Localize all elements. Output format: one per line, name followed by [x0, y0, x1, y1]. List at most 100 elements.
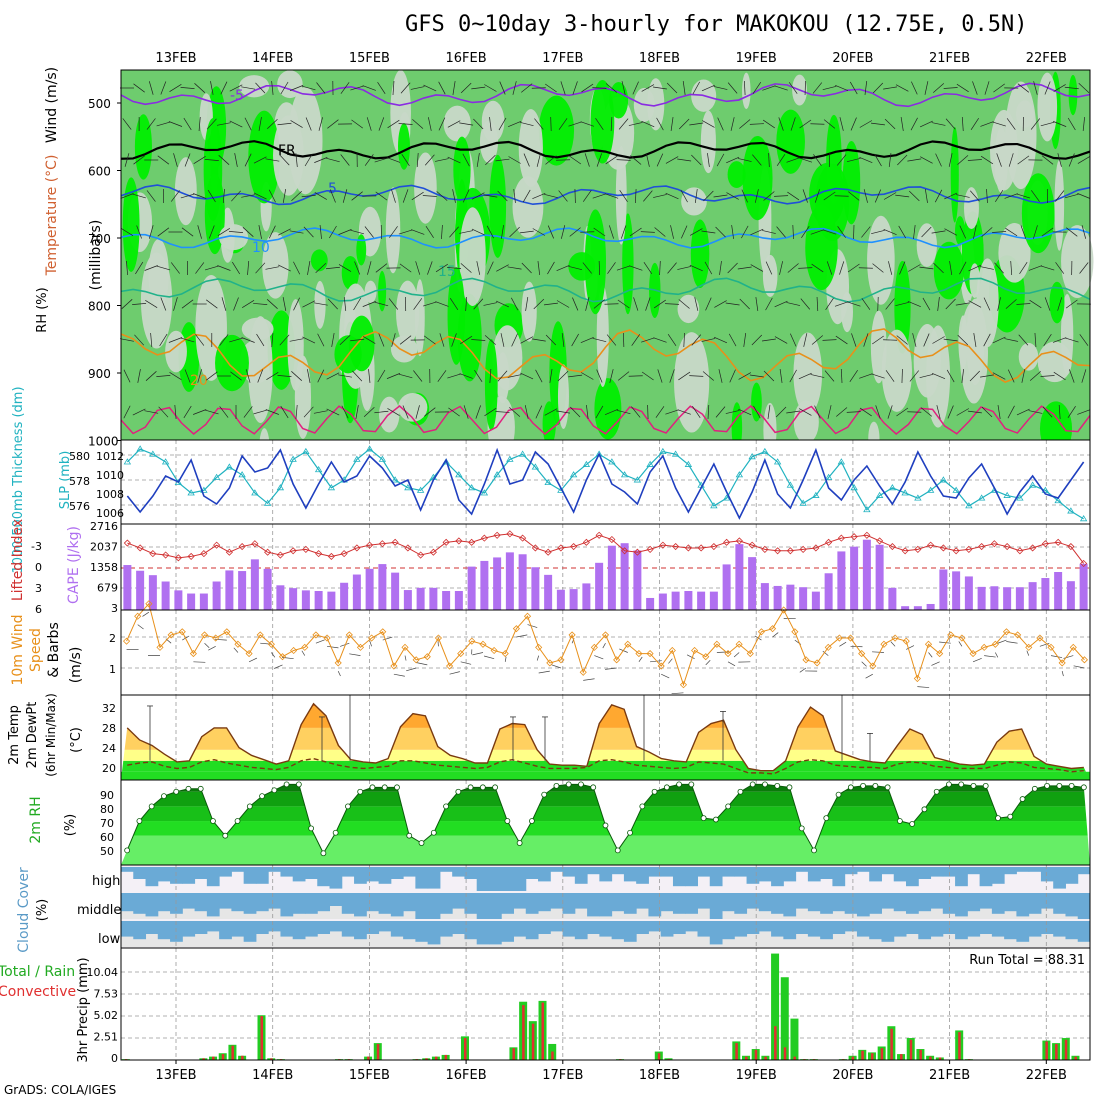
rh-point [1031, 785, 1038, 792]
wind-barb [352, 370, 363, 382]
surface-wind-barb [995, 652, 999, 658]
cloud-bar-low [427, 921, 441, 945]
x-tick-label-top: 21FEB [929, 51, 970, 66]
wind-barb [549, 369, 553, 383]
cloud-bar-middle [869, 893, 882, 914]
cloud-bar-high [317, 867, 331, 887]
wind-barb [973, 225, 977, 239]
wind-barb [476, 153, 480, 167]
wind-barb [386, 373, 401, 379]
wind-barb [970, 117, 979, 131]
wind-barb [692, 81, 700, 95]
wind-barb [253, 192, 267, 200]
cape-bar [824, 573, 833, 610]
wind-barb [835, 84, 849, 92]
surface-wind-barb [1039, 642, 1050, 647]
wind-barb [174, 404, 177, 420]
x-tick-label-bottom: 21FEB [929, 1068, 970, 1083]
wind-barb [1053, 371, 1066, 381]
rh-dry-patch [762, 254, 778, 297]
wind-barb [522, 189, 531, 203]
surface-wind-barb [997, 639, 1007, 644]
wind-barb [1058, 404, 1061, 420]
wind-barb [210, 81, 214, 95]
precip-conv-bar [212, 1056, 215, 1060]
cloud-bar-low [538, 921, 551, 934]
precip-conv-bar [512, 1048, 515, 1060]
wind-barb [170, 262, 180, 274]
precip-conv-bar [221, 1054, 225, 1060]
cloud-bar-middle [918, 893, 932, 912]
cape-bar [378, 564, 387, 610]
wind-barb [547, 225, 554, 239]
surface-wind-barb [551, 664, 562, 669]
cloud-bar-low [292, 921, 306, 940]
wind-barb [680, 189, 688, 203]
precip-conv-bar [444, 1054, 448, 1060]
wind-barb [885, 298, 895, 310]
cloud-bar-high [807, 867, 821, 882]
rh-moist-patch [1068, 74, 1078, 116]
surface-wind-barb [472, 652, 484, 656]
thickness-point [837, 458, 846, 465]
cape-bar [658, 593, 667, 610]
wind-barb [271, 81, 274, 95]
precip-conv-bar [890, 1028, 893, 1060]
precip-conv-bar [754, 1049, 758, 1060]
wind-barb [170, 190, 180, 202]
ylabel-units: (millibars) [88, 220, 104, 291]
wind-barb [957, 334, 969, 346]
wind-barb [557, 370, 569, 382]
wind-barb [839, 117, 844, 131]
thickness-point [1067, 507, 1075, 514]
cloud-tick-middle: middle [77, 903, 121, 918]
wind-barb [702, 120, 715, 128]
wind-barb [424, 407, 436, 417]
wind-barb [146, 118, 156, 130]
rh-moist-patch [356, 234, 367, 266]
lifted-index-point [850, 533, 858, 541]
wind-barb [643, 262, 653, 274]
wind-speed-point [891, 634, 899, 642]
lifted-index-point [990, 540, 998, 548]
thickness-point [901, 489, 909, 496]
cape-bar [289, 588, 298, 610]
rh-dry-patch [674, 332, 710, 433]
wind-barb [415, 261, 421, 275]
wind-barb [568, 374, 583, 378]
wind-barb [1077, 193, 1091, 199]
wind-barb [340, 154, 350, 166]
wind-barb [120, 338, 134, 342]
wind-barb [520, 372, 534, 380]
wind-barb [156, 375, 171, 377]
wind-barb [1064, 337, 1079, 343]
wind-barb [343, 297, 347, 311]
wind-barb [618, 118, 629, 130]
rh-point [995, 815, 1001, 822]
rh-dry-patch [881, 329, 912, 412]
cloud-bar-low [366, 921, 380, 934]
wind-barb [256, 333, 265, 347]
wind-barb [753, 405, 761, 419]
wind-barb [495, 158, 510, 162]
cape-bar [225, 570, 234, 610]
wind-barb [605, 155, 618, 165]
cape-bar [403, 590, 412, 610]
rh-point [161, 793, 167, 800]
wind-barb [280, 81, 289, 95]
wind-barb [362, 85, 376, 91]
wind-speed-point [1058, 659, 1066, 667]
surface-wind-barb [260, 642, 272, 645]
x-tick-label-bottom: 22FEB [1026, 1068, 1067, 1083]
wind-barb [265, 409, 280, 415]
surface-wind-barb [516, 634, 528, 638]
wind-barb [571, 333, 579, 347]
wind-barb [1029, 371, 1041, 381]
wind-barb [872, 335, 884, 345]
wind-barb [1033, 225, 1038, 239]
credit-text: GrADS: COLA/IGES [4, 1083, 117, 1097]
wind-barb [970, 190, 980, 202]
thickness-point [225, 463, 234, 470]
wind-barb [834, 301, 849, 307]
cloud-bar-middle [844, 893, 858, 914]
